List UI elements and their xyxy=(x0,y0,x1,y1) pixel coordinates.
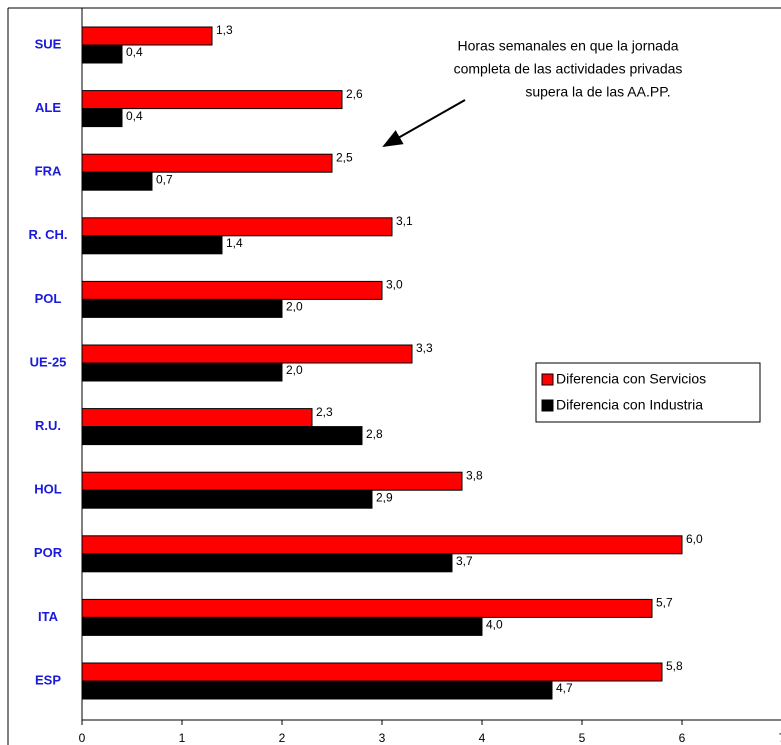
value-label: 1,3 xyxy=(216,23,233,37)
bar xyxy=(81,535,683,555)
bar xyxy=(81,217,393,237)
value-label: 2,8 xyxy=(366,427,383,441)
x-tick-label: 6 xyxy=(679,731,686,745)
bar xyxy=(81,280,383,300)
value-label: 5,7 xyxy=(656,596,673,610)
value-label: 3,8 xyxy=(466,468,483,482)
bar xyxy=(81,235,223,255)
legend-swatch xyxy=(541,399,554,412)
value-label: 0,4 xyxy=(126,45,143,59)
value-label: 4,7 xyxy=(556,681,573,695)
annotation: supera la de las AA.PP. xyxy=(525,84,670,100)
value-label: 3,3 xyxy=(416,341,433,355)
bar xyxy=(81,90,343,110)
category-label: ITA xyxy=(38,609,59,624)
bar xyxy=(81,680,553,700)
legend-label: Diferencia con Servicios xyxy=(556,371,706,387)
category-label: ESP xyxy=(35,672,61,687)
bar xyxy=(81,662,663,682)
bar xyxy=(81,408,313,428)
legend-label: Diferencia con Industria xyxy=(556,397,703,413)
x-tick-label: 7 xyxy=(779,731,781,745)
bar xyxy=(81,26,213,46)
bar xyxy=(81,553,453,573)
category-label: UE-25 xyxy=(30,354,67,369)
category-label: R. CH. xyxy=(29,227,68,242)
value-label: 2,9 xyxy=(376,490,393,504)
category-label: ALE xyxy=(35,100,61,115)
annotation: Horas semanales en que la jornada xyxy=(457,38,678,54)
value-label: 3,7 xyxy=(456,554,473,568)
bar xyxy=(81,471,463,491)
bar xyxy=(81,171,153,191)
value-label: 2,0 xyxy=(286,300,303,314)
x-tick-label: 1 xyxy=(179,731,186,745)
value-label: 0,4 xyxy=(126,109,143,123)
category-label: HOL xyxy=(34,482,62,497)
bar xyxy=(81,44,123,64)
bar xyxy=(81,108,123,128)
value-label: 2,5 xyxy=(336,150,353,164)
bar xyxy=(81,426,363,446)
value-label: 4,0 xyxy=(486,618,503,632)
x-tick-label: 3 xyxy=(379,731,386,745)
category-label: SUE xyxy=(35,36,62,51)
bar xyxy=(81,489,373,509)
bar xyxy=(81,616,483,636)
bar xyxy=(81,298,283,318)
category-label: POR xyxy=(34,545,63,560)
x-tick-label: 0 xyxy=(79,731,86,745)
value-label: 6,0 xyxy=(686,532,703,546)
category-label: R.U. xyxy=(35,418,61,433)
legend-swatch xyxy=(541,373,554,386)
bar xyxy=(81,362,283,382)
value-label: 0,7 xyxy=(156,172,173,186)
category-label: FRA xyxy=(35,164,62,179)
value-label: 1,4 xyxy=(226,236,243,250)
value-label: 3,0 xyxy=(386,278,403,292)
category-label: POL xyxy=(35,291,62,306)
annotation: completa de las actividades privadas xyxy=(454,61,683,77)
value-label: 3,1 xyxy=(396,214,413,228)
bar xyxy=(81,153,333,173)
x-tick-label: 2 xyxy=(279,731,286,745)
value-label: 2,6 xyxy=(346,87,363,101)
value-label: 2,3 xyxy=(316,405,333,419)
legend-box xyxy=(535,362,761,423)
value-label: 2,0 xyxy=(286,363,303,377)
x-tick-label: 4 xyxy=(479,731,486,745)
x-tick-label: 5 xyxy=(579,731,586,745)
annotation-arrow xyxy=(382,99,466,147)
bar xyxy=(81,344,413,364)
bar xyxy=(81,598,653,618)
value-label: 5,8 xyxy=(666,659,683,673)
